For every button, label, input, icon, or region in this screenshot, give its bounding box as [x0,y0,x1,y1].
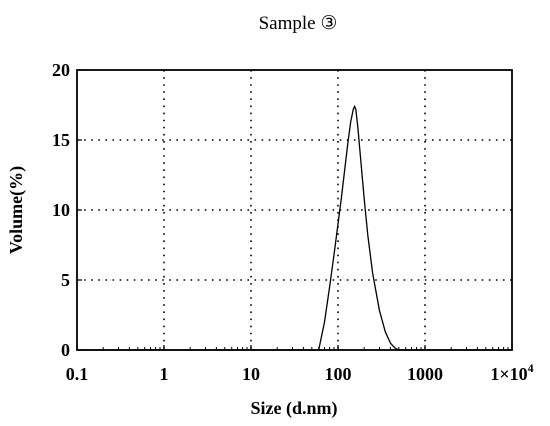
axis-ticks [76,69,513,351]
y-tick-label: 0 [61,340,70,360]
x-axis-label: Size (d.nm) [251,398,338,419]
x-tick-label: 100 [325,364,352,384]
volume-curve [77,104,512,351]
x-tick-label: 1×104 [490,361,533,384]
y-tick-label: 5 [61,270,70,290]
y-tick-labels: 0 5 10 15 20 [52,60,70,360]
x-tick-label: 1 [160,364,169,384]
x-tick-labels: 0.1 1 10 100 1000 1×104 [66,361,534,384]
x-tick-label: 10 [242,364,260,384]
x-tick-label: 0.1 [66,364,89,384]
y-tick-label: 10 [52,200,70,220]
y-tick-label: 15 [52,130,70,150]
chart-title: Sample ③ [259,13,338,34]
y-tick-label: 20 [52,60,70,80]
x-tick-label: 1000 [407,364,443,384]
y-axis-label: Volume(%) [6,166,27,254]
grid-lines [77,70,512,350]
